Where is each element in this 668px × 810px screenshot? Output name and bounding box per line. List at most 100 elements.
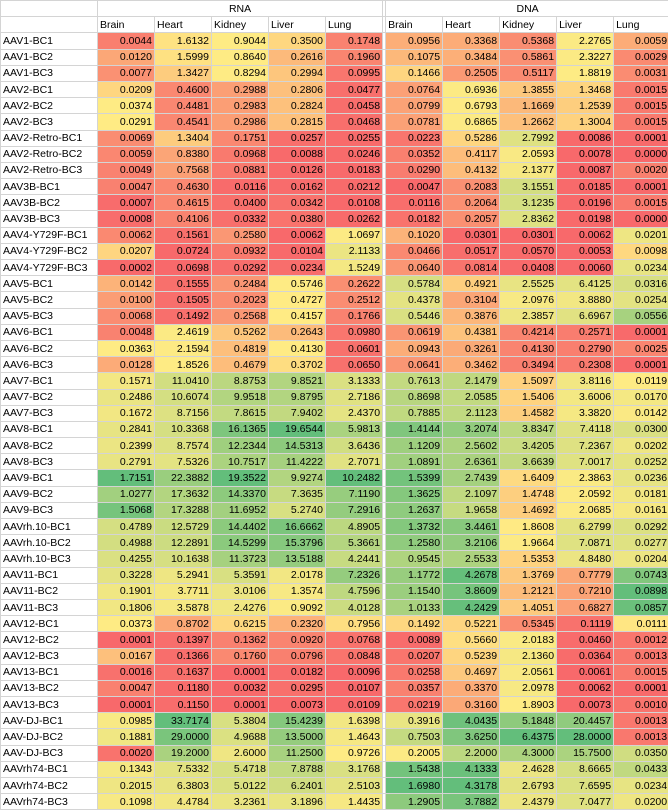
value-cell-dna-kidney[interactable]: 2.4379 <box>500 794 557 810</box>
value-cell-rna-liver[interactable]: 0.0257 <box>269 130 326 146</box>
value-cell-rna-lung[interactable]: 0.7956 <box>326 616 383 632</box>
value-cell-rna-lung[interactable]: 0.0995 <box>326 65 383 81</box>
value-cell-dna-liver[interactable]: 8.6665 <box>557 761 614 777</box>
value-cell-rna-brain[interactable]: 0.0049 <box>98 162 155 178</box>
value-cell-rna-liver[interactable]: 13.5000 <box>269 729 326 745</box>
row-label[interactable]: AAV3B-BC3 <box>1 211 98 227</box>
column-header-dna-lung[interactable]: Lung <box>614 17 668 33</box>
value-cell-rna-liver[interactable]: 0.0088 <box>269 146 326 162</box>
value-cell-rna-heart[interactable]: 2.1594 <box>155 340 212 356</box>
value-cell-rna-kidney[interactable]: 19.3522 <box>212 470 269 486</box>
row-label[interactable]: AAVrh.10-BC1 <box>1 519 98 535</box>
value-cell-dna-kidney[interactable]: 5.1848 <box>500 713 557 729</box>
value-cell-dna-lung[interactable]: 0.0098 <box>614 243 668 259</box>
column-header-rna-heart[interactable]: Heart <box>155 17 212 33</box>
value-cell-dna-brain[interactable]: 0.5784 <box>386 276 443 292</box>
value-cell-rna-kidney[interactable]: 14.4402 <box>212 519 269 535</box>
value-cell-dna-liver[interactable]: 6.6967 <box>557 308 614 324</box>
value-cell-dna-kidney[interactable]: 0.0301 <box>500 227 557 243</box>
value-cell-dna-kidney[interactable]: 2.5525 <box>500 276 557 292</box>
value-cell-rna-liver[interactable]: 0.0234 <box>269 260 326 276</box>
value-cell-dna-liver[interactable]: 0.6827 <box>557 599 614 615</box>
value-cell-dna-brain[interactable]: 0.1492 <box>386 616 443 632</box>
value-cell-rna-kidney[interactable]: 0.0881 <box>212 162 269 178</box>
value-cell-rna-brain[interactable]: 0.0207 <box>98 243 155 259</box>
value-cell-dna-kidney[interactable]: 6.4375 <box>500 729 557 745</box>
value-cell-rna-heart[interactable]: 0.8380 <box>155 146 212 162</box>
value-cell-rna-kidney[interactable]: 4.9688 <box>212 729 269 745</box>
value-cell-rna-heart[interactable]: 0.4630 <box>155 179 212 195</box>
value-cell-rna-brain[interactable]: 0.0062 <box>98 227 155 243</box>
value-cell-dna-liver[interactable]: 7.0871 <box>557 535 614 551</box>
value-cell-rna-kidney[interactable]: 0.0001 <box>212 697 269 713</box>
value-cell-dna-heart[interactable]: 0.5286 <box>443 130 500 146</box>
value-cell-dna-lung[interactable]: 0.0001 <box>614 324 668 340</box>
value-cell-dna-heart[interactable]: 0.0301 <box>443 227 500 243</box>
value-cell-dna-kidney[interactable]: 1.2121 <box>500 583 557 599</box>
value-cell-rna-heart[interactable]: 0.0724 <box>155 243 212 259</box>
value-cell-rna-lung[interactable]: 0.0601 <box>326 340 383 356</box>
value-cell-rna-lung[interactable]: 5.3661 <box>326 535 383 551</box>
value-cell-dna-heart[interactable]: 0.3261 <box>443 340 500 356</box>
value-cell-rna-kidney[interactable]: 12.2344 <box>212 438 269 454</box>
value-cell-rna-liver[interactable]: 2.0178 <box>269 567 326 583</box>
value-cell-dna-brain[interactable]: 0.9545 <box>386 551 443 567</box>
row-label[interactable]: AAV4-Y729F-BC2 <box>1 243 98 259</box>
value-cell-dna-kidney[interactable]: 2.7992 <box>500 130 557 146</box>
value-cell-rna-lung[interactable]: 0.0468 <box>326 114 383 130</box>
value-cell-dna-heart[interactable]: 0.3462 <box>443 357 500 373</box>
value-cell-rna-lung[interactable]: 5.9813 <box>326 421 383 437</box>
value-cell-dna-lung[interactable]: 0.0277 <box>614 535 668 551</box>
value-cell-rna-liver[interactable]: 13.5188 <box>269 551 326 567</box>
value-cell-dna-kidney[interactable]: 1.4051 <box>500 599 557 615</box>
value-cell-dna-kidney[interactable]: 4.3000 <box>500 745 557 761</box>
value-cell-rna-liver[interactable]: 0.0796 <box>269 648 326 664</box>
value-cell-rna-liver[interactable]: 0.2643 <box>269 324 326 340</box>
value-cell-dna-heart[interactable]: 0.3484 <box>443 49 500 65</box>
value-cell-dna-liver[interactable]: 4.8480 <box>557 551 614 567</box>
value-cell-dna-kidney[interactable]: 0.5368 <box>500 33 557 49</box>
value-cell-rna-kidney[interactable]: 11.3723 <box>212 551 269 567</box>
value-cell-rna-brain[interactable]: 0.1901 <box>98 583 155 599</box>
value-cell-rna-heart[interactable]: 3.7711 <box>155 583 212 599</box>
value-cell-dna-liver[interactable]: 7.2367 <box>557 438 614 454</box>
value-cell-dna-liver[interactable]: 3.6006 <box>557 389 614 405</box>
value-cell-rna-kidney[interactable]: 0.0932 <box>212 243 269 259</box>
value-cell-rna-heart[interactable]: 8.7574 <box>155 438 212 454</box>
value-cell-rna-kidney[interactable]: 0.0032 <box>212 680 269 696</box>
value-cell-dna-lung[interactable]: 0.0234 <box>614 778 668 794</box>
value-cell-rna-heart[interactable]: 0.1555 <box>155 276 212 292</box>
value-cell-rna-heart[interactable]: 0.4615 <box>155 195 212 211</box>
value-cell-rna-liver[interactable]: 0.0182 <box>269 664 326 680</box>
value-cell-rna-kidney[interactable]: 7.8615 <box>212 405 269 421</box>
value-cell-rna-brain[interactable]: 0.0100 <box>98 292 155 308</box>
row-label[interactable]: AAV2-BC2 <box>1 98 98 114</box>
value-cell-rna-kidney[interactable]: 3.0106 <box>212 583 269 599</box>
value-cell-rna-kidney[interactable]: 2.4276 <box>212 599 269 615</box>
value-cell-dna-lung[interactable]: 0.0001 <box>614 179 668 195</box>
value-cell-rna-lung[interactable]: 3.6436 <box>326 438 383 454</box>
value-cell-dna-lung[interactable]: 0.0010 <box>614 697 668 713</box>
value-cell-rna-brain[interactable]: 0.1806 <box>98 599 155 615</box>
value-cell-rna-lung[interactable]: 0.0246 <box>326 146 383 162</box>
value-cell-rna-kidney[interactable]: 0.0292 <box>212 260 269 276</box>
row-label[interactable]: AAV3B-BC2 <box>1 195 98 211</box>
value-cell-dna-brain[interactable]: 0.2005 <box>386 745 443 761</box>
value-cell-rna-brain[interactable]: 0.4988 <box>98 535 155 551</box>
value-cell-rna-brain[interactable]: 1.7151 <box>98 470 155 486</box>
value-cell-dna-kidney[interactable]: 0.0570 <box>500 243 557 259</box>
value-cell-dna-liver[interactable]: 1.3004 <box>557 114 614 130</box>
value-cell-rna-brain[interactable]: 0.0068 <box>98 308 155 324</box>
value-cell-dna-lung[interactable]: 0.0898 <box>614 583 668 599</box>
value-cell-dna-liver[interactable]: 6.2799 <box>557 519 614 535</box>
value-cell-dna-lung[interactable]: 0.0300 <box>614 421 668 437</box>
value-cell-rna-heart[interactable]: 0.4481 <box>155 98 212 114</box>
row-label[interactable]: AAV13-BC2 <box>1 680 98 696</box>
value-cell-dna-lung[interactable]: 0.0013 <box>614 729 668 745</box>
value-cell-dna-brain[interactable]: 1.2905 <box>386 794 443 810</box>
row-label[interactable]: AAVrh74-BC2 <box>1 778 98 794</box>
value-cell-dna-kidney[interactable]: 2.1360 <box>500 648 557 664</box>
value-cell-rna-kidney[interactable]: 0.2023 <box>212 292 269 308</box>
value-cell-rna-brain[interactable]: 0.3228 <box>98 567 155 583</box>
value-cell-dna-liver[interactable]: 0.0460 <box>557 632 614 648</box>
